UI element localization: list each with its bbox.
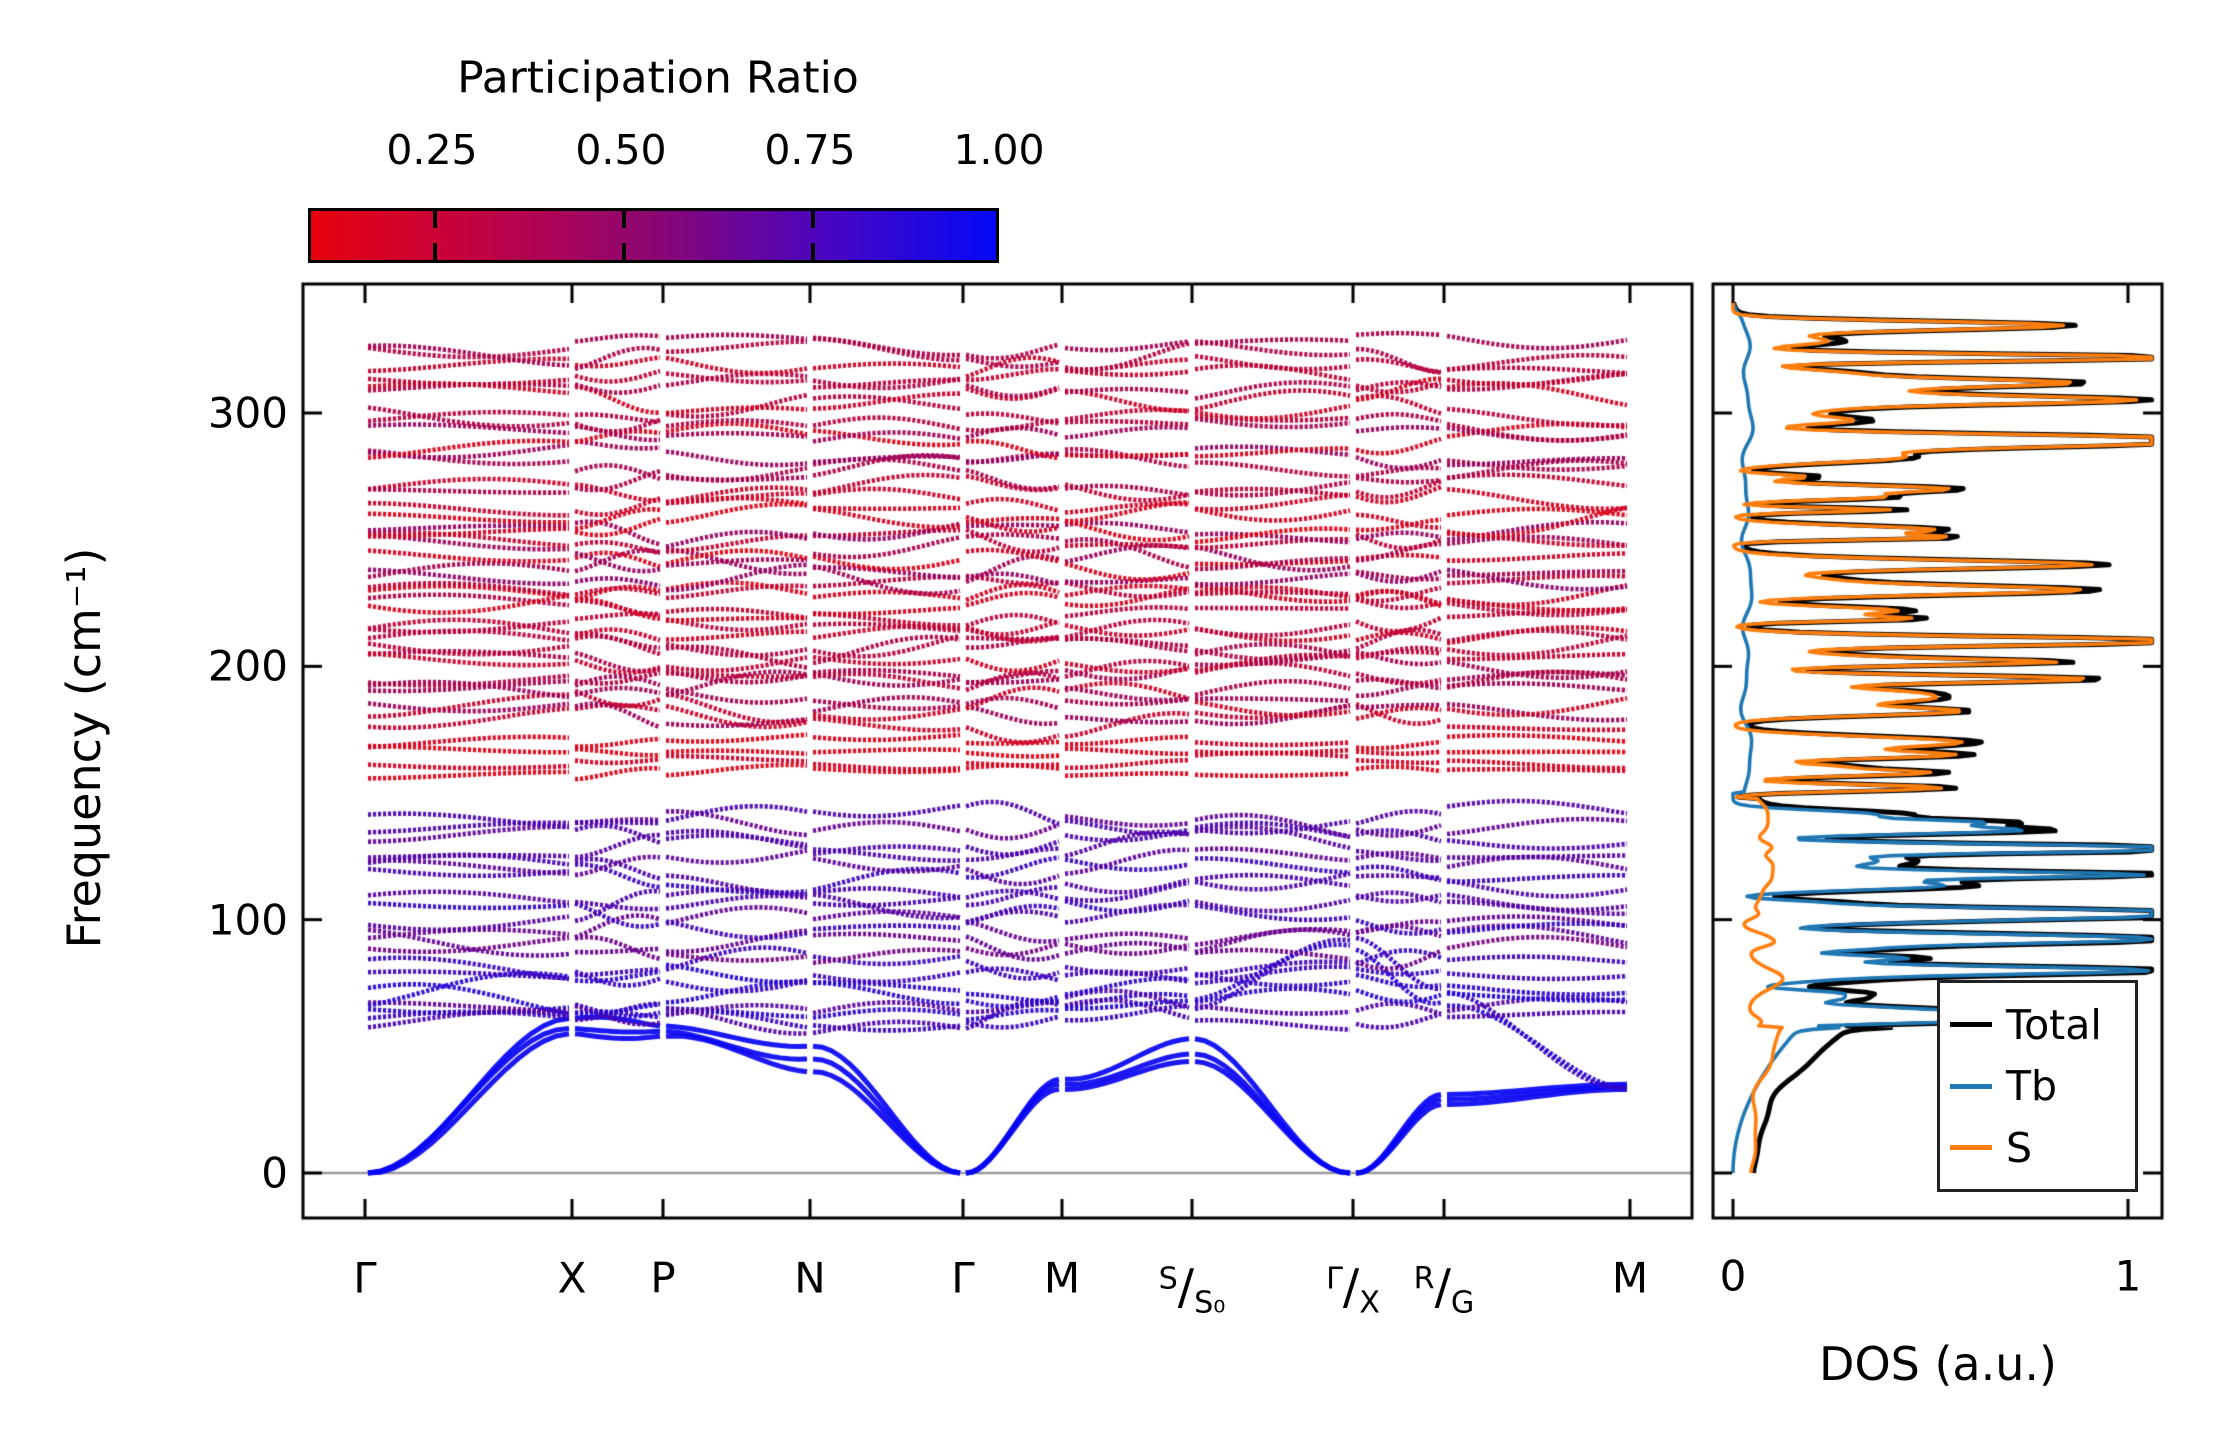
colorbar-tick-label: 0.25 xyxy=(386,126,478,174)
dos-xtick-label-1: 1 xyxy=(2114,1251,2142,1301)
kpoint-label-gamma-2: Γ xyxy=(951,1253,975,1303)
kpoint-label-n: N xyxy=(794,1253,826,1303)
colorbar-tick xyxy=(433,211,437,228)
colorbar-title: Participation Ratio xyxy=(457,52,859,104)
legend-label-tb: Tb xyxy=(2006,1062,2058,1110)
colorbar-tick-label: 0.50 xyxy=(575,126,667,174)
colorbar-tick-label: 1.00 xyxy=(953,126,1045,174)
colorbar-tick xyxy=(433,243,437,260)
ytick-label-0: 0 xyxy=(261,1148,288,1198)
colorbar-gradient xyxy=(311,211,996,260)
kpoint-label-m-1: M xyxy=(1043,1253,1081,1303)
legend-entry-s: S xyxy=(1950,1124,2125,1172)
legend-label-total: Total xyxy=(2006,1000,2102,1049)
kpoint-label-s-s0: S/S₀ xyxy=(1158,1259,1226,1321)
legend-line-tb xyxy=(1950,1083,1992,1089)
legend-entry-total: Total xyxy=(1950,1001,2125,1049)
colorbar-tick xyxy=(811,211,815,228)
legend-entry-tb: Tb xyxy=(1950,1062,2125,1110)
kpoint-label-m-2: M xyxy=(1611,1253,1649,1303)
ytick-label-300: 300 xyxy=(207,388,288,438)
colorbar-tick-label: 0.75 xyxy=(764,126,856,174)
kpoint-label-gamma-1: Γ xyxy=(353,1253,377,1303)
kpoint-label-p: P xyxy=(650,1253,676,1303)
frequency-axis-label: Frequency (cm⁻¹) xyxy=(57,547,111,949)
dos-axis-label: DOS (a.u.) xyxy=(1819,1337,2057,1391)
legend-line-total xyxy=(1950,1022,1992,1027)
legend-label-s: S xyxy=(2006,1123,2033,1172)
colorbar-tick xyxy=(811,243,815,260)
kpoint-label-r-g: R/G xyxy=(1413,1259,1475,1321)
ytick-label-100: 100 xyxy=(207,895,288,945)
participation-ratio-colorbar xyxy=(308,208,999,263)
colorbar-tick xyxy=(622,243,626,260)
dos-xtick-label-0: 0 xyxy=(1719,1251,1747,1301)
ytick-label-200: 200 xyxy=(207,641,288,691)
kpoint-label-x: X xyxy=(557,1253,587,1303)
dos-legend: Total Tb S xyxy=(1937,980,2138,1192)
legend-line-s xyxy=(1950,1145,1992,1150)
colorbar-tick xyxy=(622,211,626,228)
kpoint-label-gamma-x: Γ/X xyxy=(1326,1259,1380,1321)
